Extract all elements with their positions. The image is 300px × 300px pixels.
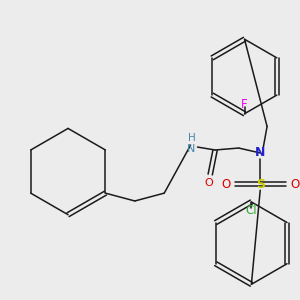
Text: O: O bbox=[204, 178, 213, 188]
Text: F: F bbox=[241, 98, 248, 111]
Text: S: S bbox=[256, 178, 265, 191]
Text: O: O bbox=[290, 178, 299, 191]
Text: Cl: Cl bbox=[246, 204, 257, 217]
Text: N: N bbox=[186, 144, 195, 154]
Text: N: N bbox=[255, 146, 266, 159]
Text: O: O bbox=[221, 178, 230, 191]
Text: H: H bbox=[188, 133, 196, 143]
